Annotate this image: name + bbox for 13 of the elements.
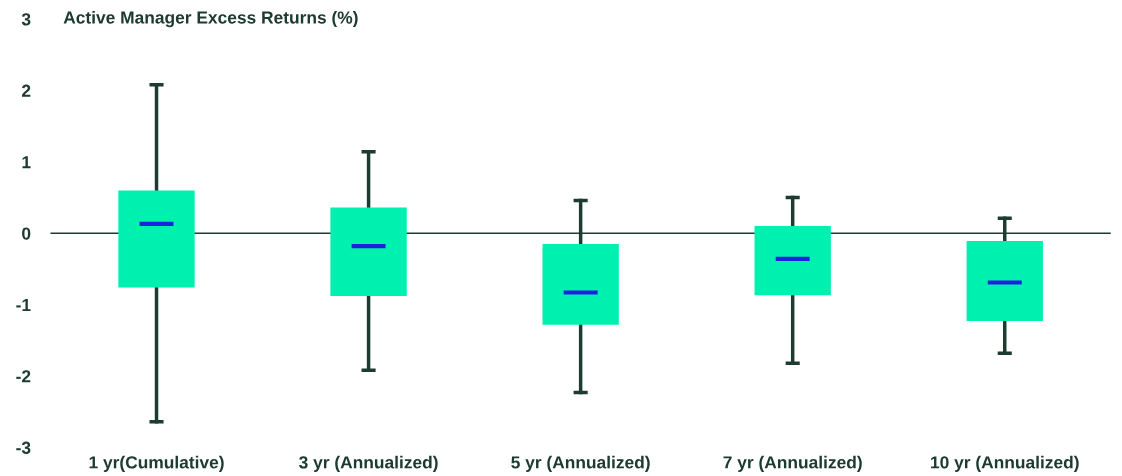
x-tick-label: 10 yr (Annualized): [931, 455, 1079, 472]
x-tick-label: 7 yr (Annualized): [723, 455, 862, 472]
y-tick-label: 3: [21, 13, 31, 26]
x-tick-label: 1 yr(Cumulative): [89, 455, 224, 472]
chart-title: Active Manager Excess Returns (%): [63, 10, 358, 28]
x-tick-label: 3 yr (Annualized): [299, 455, 438, 472]
x-tick-label: 5 yr (Annualized): [511, 455, 650, 472]
y-tick-label: 0: [22, 227, 31, 240]
y-tick-label: -3: [16, 441, 31, 454]
y-tick-label: -1: [16, 298, 31, 311]
y-tick-label: 1: [22, 156, 31, 169]
y-tick-label: -2: [16, 370, 31, 383]
y-tick-label: 2: [21, 84, 31, 97]
